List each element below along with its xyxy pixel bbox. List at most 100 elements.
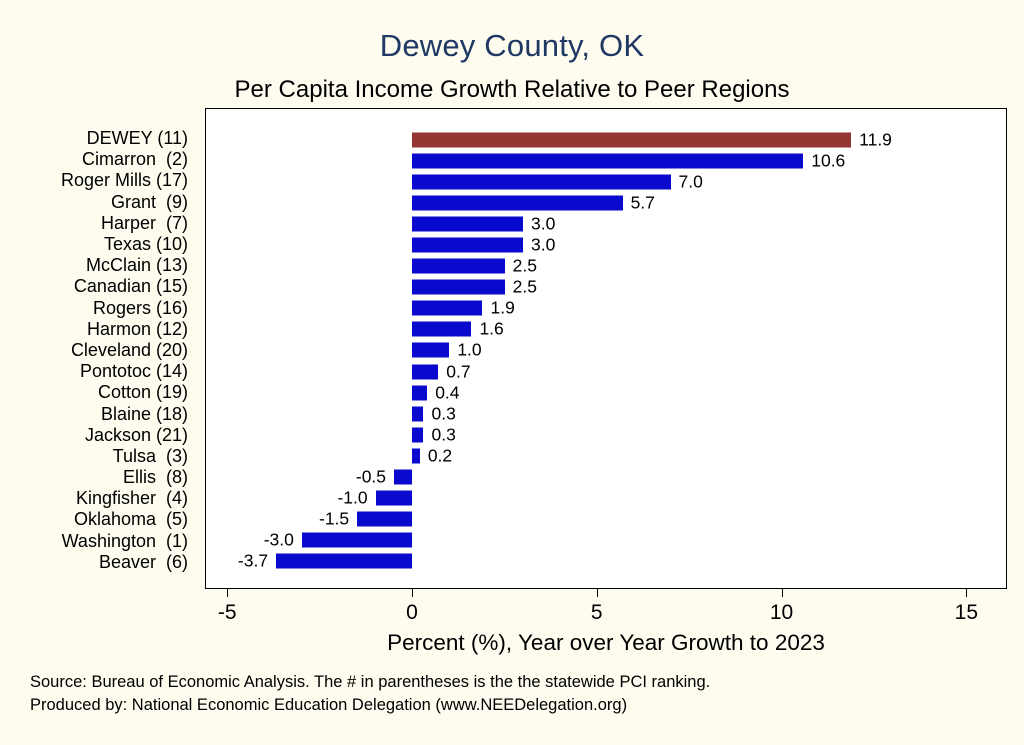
category-label: Harper (7): [100, 212, 188, 233]
chart-title: Dewey County, OK: [379, 28, 645, 63]
bar: [301, 532, 413, 548]
category-label: Roger Mills (17): [60, 170, 188, 191]
x-axis-label: Percent (%), Year over Year Growth to 20…: [387, 630, 825, 655]
bar: [412, 321, 472, 337]
bar: [412, 406, 424, 422]
bar-value-label: 0.2: [427, 445, 453, 466]
bar-value-label: 0.3: [431, 424, 456, 445]
category-label: Grant (9): [110, 191, 188, 212]
category-label: Canadian (15): [73, 276, 188, 297]
category-label: Rogers (16): [92, 297, 188, 318]
bar: [412, 279, 505, 295]
bar-row: 3.0: [206, 213, 1006, 234]
bar-value-label: 0.3: [431, 403, 456, 424]
category-label: Beaver (6): [98, 551, 188, 572]
bar-value-label: 10.6: [811, 150, 846, 171]
bar-row: 7.0: [206, 171, 1006, 192]
x-tick: [411, 589, 413, 597]
bar: [412, 258, 505, 274]
category-label: Washington (1): [61, 530, 188, 551]
bar: [412, 342, 450, 358]
bar: [412, 427, 424, 443]
bar-row: -3.7: [206, 551, 1006, 572]
bar-value-label: 1.0: [457, 339, 482, 360]
x-tick: [596, 589, 598, 597]
category-label: DEWEY (11): [86, 128, 188, 149]
x-tick-label: 15: [954, 601, 979, 624]
bar: [412, 174, 671, 190]
bar-row: -1.5: [206, 509, 1006, 530]
category-label: Kingfisher (4): [75, 488, 188, 509]
plot-area: 11.9 10.6 7.0 5.7 3.0 3.0 2.5 2.5 1.9 1.6 1.0 0.7 0.…: [205, 108, 1007, 589]
bar: [412, 300, 483, 316]
bar: [375, 490, 413, 506]
bar: [412, 237, 524, 253]
bar-value-label: -1.0: [337, 487, 368, 508]
x-tick: [781, 589, 783, 597]
category-label: Harmon (12): [86, 318, 188, 339]
bar: [412, 195, 623, 211]
bar-value-label: 0.4: [435, 382, 460, 403]
source-notes: Source: Bureau of Economic Analysis. The…: [30, 671, 710, 717]
chart-subtitle: Per Capita Income Growth Relative to Pee…: [234, 76, 790, 103]
bar-value-label: 1.6: [479, 318, 504, 339]
bar-row: 0.3: [206, 424, 1006, 445]
bar-row: -0.5: [206, 467, 1006, 488]
bar-row: 11.9: [206, 129, 1006, 150]
bar-value-label: 0.7: [446, 361, 471, 382]
bar: [412, 364, 439, 380]
x-axis: -5 0 5 10 15: [205, 589, 1007, 635]
bar-row: -3.0: [206, 530, 1006, 551]
bar: [412, 385, 428, 401]
category-label: Pontotoc (14): [79, 361, 188, 382]
bar-row: 0.7: [206, 361, 1006, 382]
bar-row: 1.6: [206, 319, 1006, 340]
category-label: Tulsa (3): [112, 445, 188, 466]
bar: [412, 132, 852, 148]
category-label: Ellis (8): [122, 467, 188, 488]
bar-value-label: 3.0: [531, 234, 556, 255]
bar-value-label: 7.0: [678, 171, 703, 192]
bar: [412, 153, 804, 169]
bar-value-label: 5.7: [630, 192, 655, 213]
bar: [412, 448, 420, 464]
category-label: Cleveland (20): [70, 339, 188, 360]
x-tick-label: 10: [769, 601, 794, 624]
category-label: Oklahoma (5): [73, 509, 188, 530]
y-axis-labels: DEWEY (11) Cimarron (2) Roger Mills (17) Gr…: [0, 108, 197, 589]
x-tick-label: 0: [406, 601, 418, 624]
x-tick-label: -5: [217, 601, 237, 624]
x-tick: [227, 589, 229, 597]
bar-row: 0.4: [206, 382, 1006, 403]
category-label: Texas (10): [103, 234, 188, 255]
bar-row: 10.6: [206, 150, 1006, 171]
category-label: Blaine (18): [100, 403, 188, 424]
bar: [394, 469, 413, 485]
x-tick-label: 5: [590, 601, 603, 624]
category-label: McClain (13): [85, 255, 188, 276]
bar: [276, 553, 413, 569]
bar-row: 0.3: [206, 403, 1006, 424]
producer-note: Produced by: National Economic Education…: [30, 696, 628, 715]
bar-value-label: 3.0: [531, 213, 556, 234]
bar-row: 5.7: [206, 192, 1006, 213]
source-note: Source: Bureau of Economic Analysis. The…: [30, 673, 711, 691]
bar-value-label: -3.7: [237, 550, 269, 571]
bar-row: -1.0: [206, 488, 1006, 509]
bar-value-label: -1.5: [319, 508, 350, 529]
bar: [412, 216, 524, 232]
category-label: Jackson (21): [84, 424, 188, 445]
bar-value-label: 11.9: [859, 129, 892, 150]
bar-row: 2.5: [206, 277, 1006, 298]
bar-value-label: -3.0: [263, 529, 294, 550]
bar-value-label: 2.5: [512, 276, 537, 297]
bar-row: 3.0: [206, 234, 1006, 255]
bar-row: 0.2: [206, 445, 1006, 466]
bar-row: 1.9: [206, 298, 1006, 319]
bar: [357, 511, 413, 527]
bar-row: 1.0: [206, 340, 1006, 361]
category-label: Cimarron (2): [81, 149, 188, 170]
x-tick: [966, 589, 968, 597]
bar-rows: 11.9 10.6 7.0 5.7 3.0 3.0 2.5 2.5 1.9 1.6 1.0 0.7 0.…: [206, 109, 1006, 588]
